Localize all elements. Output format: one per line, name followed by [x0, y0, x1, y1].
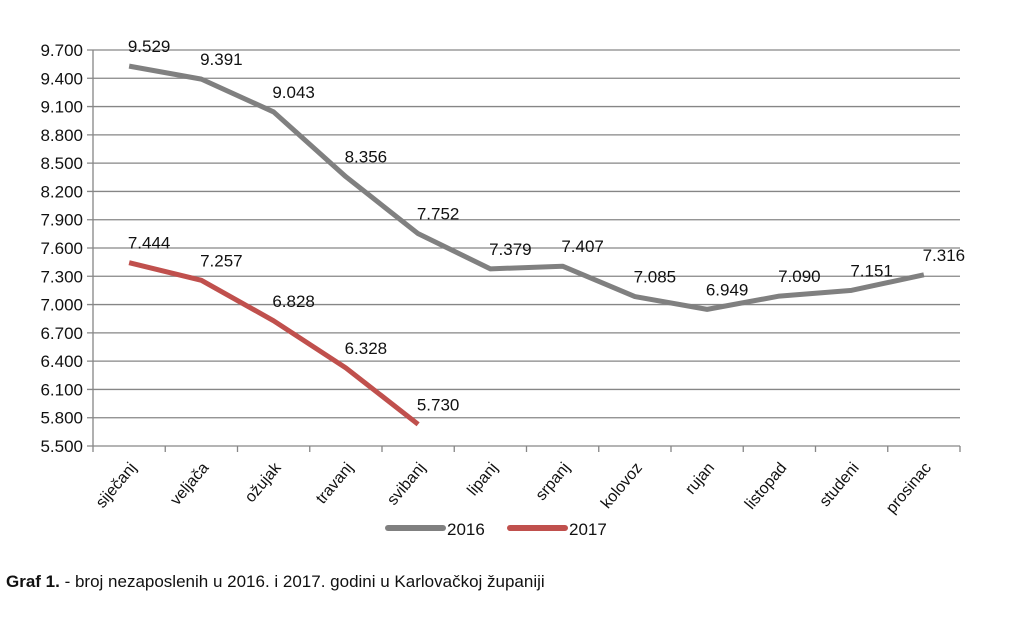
- data-label: 7.151: [850, 261, 893, 280]
- data-label: 6.828: [272, 292, 315, 311]
- x-tick-label: siječanj: [93, 460, 140, 512]
- y-tick-label: 7.000: [40, 296, 83, 315]
- data-label: 9.043: [272, 83, 315, 102]
- data-label: 9.391: [200, 50, 243, 69]
- data-label: 7.752: [417, 205, 460, 224]
- series-line-2016: [128, 63, 925, 312]
- figure-caption: Graf 1. - broj nezaposlenih u 2016. i 20…: [6, 572, 545, 592]
- x-tick-label: ožujak: [242, 459, 285, 506]
- legend-label: 2017: [569, 520, 607, 539]
- data-label: 9.529: [128, 37, 171, 56]
- data-label: 6.949: [706, 280, 749, 299]
- legend-label: 2016: [447, 520, 485, 539]
- x-tick-label: listopad: [742, 460, 790, 513]
- x-tick-label: rujan: [682, 460, 718, 498]
- data-label: 7.316: [923, 246, 966, 265]
- y-tick-label: 7.900: [40, 211, 83, 230]
- data-label: 7.407: [561, 237, 604, 256]
- y-tick-label: 9.400: [40, 69, 83, 88]
- data-label: 6.328: [345, 339, 388, 358]
- y-tick-label: 6.700: [40, 324, 83, 343]
- caption-text: - broj nezaposlenih u 2016. i 2017. godi…: [59, 572, 545, 591]
- data-label: 7.379: [489, 240, 532, 259]
- line-chart: 5.500 5.800 6.100 6.400 6.700 7.000 7.300 7.600…: [40, 37, 966, 539]
- x-tick-label: srpanj: [533, 460, 574, 504]
- data-label: 7.444: [128, 234, 171, 253]
- y-tick-label: 8.500: [40, 154, 83, 173]
- y-tick-label: 8.200: [40, 182, 83, 201]
- data-label: 7.085: [634, 268, 677, 287]
- data-label: 7.257: [200, 251, 243, 270]
- y-tick-label: 9.700: [40, 41, 83, 60]
- y-tick-label: 5.800: [40, 409, 83, 428]
- x-tick-label: studeni: [817, 460, 863, 510]
- y-tick-label: 6.400: [40, 352, 83, 371]
- x-tick-label: travanj: [313, 460, 357, 508]
- y-tick-label: 6.100: [40, 380, 83, 399]
- x-tick-label: kolovoz: [598, 460, 646, 512]
- x-tick-label: lipanj: [464, 460, 501, 500]
- caption-label: Graf 1.: [6, 572, 60, 591]
- data-label: 8.356: [345, 148, 388, 167]
- series-line-2017: [128, 260, 420, 427]
- x-tick-label: svibanj: [384, 460, 429, 509]
- data-label: 5.730: [417, 395, 460, 414]
- x-tick-label: prosinac: [883, 460, 935, 517]
- y-tick-label: 8.800: [40, 126, 83, 145]
- y-tick-label: 9.100: [40, 98, 83, 117]
- y-tick-label: 7.300: [40, 267, 83, 286]
- data-label: 7.090: [778, 267, 821, 286]
- x-tick-label: veljača: [167, 460, 212, 509]
- y-tick-label: 5.500: [40, 437, 83, 456]
- y-tick-label: 7.600: [40, 239, 83, 258]
